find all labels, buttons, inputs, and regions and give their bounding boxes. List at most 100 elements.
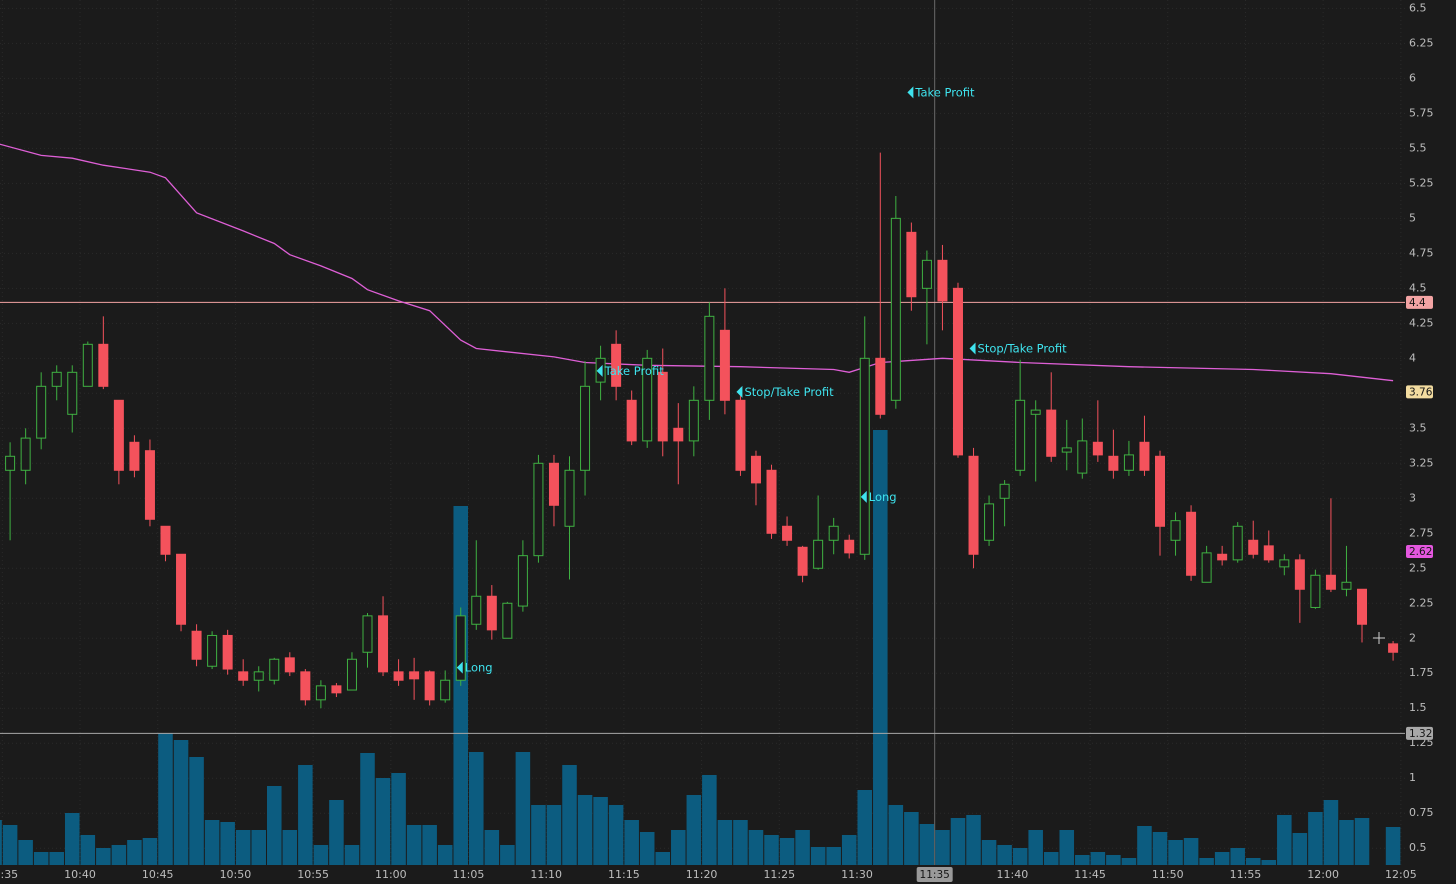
candle-body [642,357,653,442]
x-tick-label: 11:55 [1230,868,1262,881]
volume-bar [1230,848,1245,865]
candle-body [471,595,482,625]
candle-body [580,385,591,471]
candle-body [1357,588,1368,625]
candle-body [657,371,668,442]
candle-body [937,259,948,302]
volume-bar [515,752,531,865]
volume-bar [1245,858,1261,865]
volume-bar [857,790,873,865]
volume-bar [235,830,251,865]
candle-body [160,525,171,555]
x-tick-label: 11:30 [841,868,873,881]
candle-body [207,634,218,667]
volume-bar [437,845,453,865]
volume-bar [251,830,266,865]
price-marker-label: 4.4 [1409,297,1426,309]
volume-bar [204,820,220,865]
volume-bar [1292,833,1308,865]
candle-body [782,525,793,541]
candle-body [797,546,808,576]
volume-bar [96,848,111,865]
x-tick-label: 11:50 [1152,868,1184,881]
volume-bar [220,822,235,865]
x-tick-label: 10:55 [297,868,329,881]
x-tick-label: 11:20 [686,868,718,881]
volume-bar [1199,858,1214,865]
volume-bar [702,775,717,865]
candle-body [533,462,544,557]
candle-body [486,595,497,631]
candle-body [98,343,109,387]
x-tick-label: 10:50 [220,868,252,881]
candle-body [828,525,839,541]
candle-body [1015,399,1026,471]
volume-bar [593,797,608,865]
volume-bar [671,830,686,865]
x-tick-label: 10:45 [142,868,174,881]
volume-bar [33,852,49,865]
volume-bar [950,818,966,865]
volume-bar [733,820,748,865]
annotation-marker [860,490,867,503]
y-tick-label: 2.25 [1409,596,1434,609]
volume-bar [546,805,562,865]
price-marker-bg [1406,385,1433,399]
candle-body [875,357,886,415]
candle-body [269,658,280,681]
annotation-marker [969,342,976,355]
candle-body [1092,441,1103,456]
y-tick-label: 3.5 [1409,421,1427,434]
annotation-label: Stop/Take Profit [978,342,1068,356]
candle-body [191,630,202,660]
candle-body [1108,455,1119,471]
price-marker-bg [1406,726,1433,740]
volume-bar [1075,855,1090,865]
candle-body [548,462,559,506]
volume-bar [18,840,33,865]
candle-body [315,685,326,701]
candle-body [1341,581,1352,590]
volume-bar [1214,852,1230,865]
candle-body [1263,545,1274,561]
volume-bar [779,838,795,865]
y-tick-label: 4.75 [1409,246,1434,259]
volume-bar [298,765,313,865]
x-tick-label: 10:40 [64,868,96,881]
y-tick-label: 6.5 [1409,1,1427,14]
volume-bar [375,778,391,865]
volume-bar [111,845,127,865]
volume-bar [266,786,282,865]
candle-body [968,455,979,555]
volume-bar [1043,852,1059,865]
volume-bar [748,830,764,865]
candle-body [1061,447,1072,453]
y-tick-label: 2.75 [1409,526,1434,539]
annotation-label: Long [465,661,493,675]
volume-bar [1183,838,1199,865]
volume-bar [873,430,888,865]
volume-bar [391,773,406,865]
candle-body [113,399,124,471]
volume-bar [966,815,981,865]
candle-body [1139,441,1150,471]
volume-bar [406,825,422,865]
annotation-label: Take Profit [914,85,975,99]
volume-bar [1059,830,1075,865]
candle-body [424,671,435,701]
y-tick-label: 3.25 [1409,456,1434,469]
candles [5,152,1399,709]
x-tick-label: 11:10 [530,868,562,881]
candle-body [626,399,637,442]
annotation-label: Long [869,490,897,504]
candle-body [455,615,466,681]
volume-bar [1385,827,1401,865]
candle-body [1294,559,1305,590]
x-tick-label: 12:00 [1307,868,1339,881]
candle-body [564,469,575,527]
candle-body [144,450,155,520]
candle-body [1232,525,1243,561]
volume-bar [608,805,624,865]
